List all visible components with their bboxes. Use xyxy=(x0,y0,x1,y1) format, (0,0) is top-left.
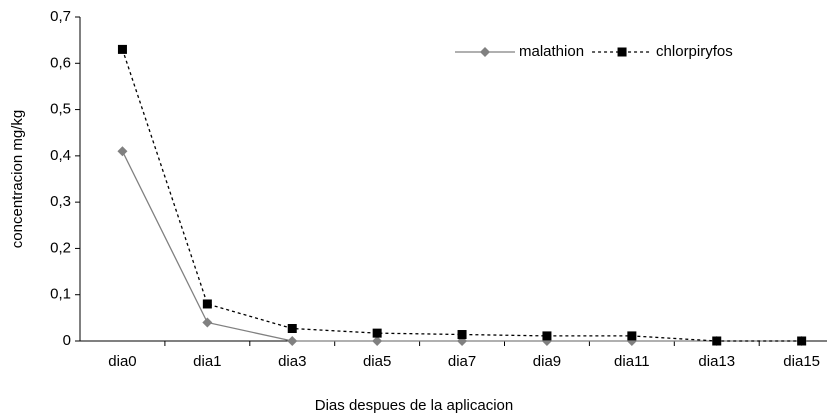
x-tick-label: dia9 xyxy=(533,353,561,370)
x-tick-label: dia1 xyxy=(193,353,221,370)
legend-label: malathion xyxy=(519,43,584,60)
y-axis-label: concentracion mg/kg xyxy=(9,110,26,248)
data-point xyxy=(117,146,128,157)
data-point xyxy=(202,299,212,309)
data-point xyxy=(372,328,382,338)
legend-marker xyxy=(617,47,627,57)
x-tick-label: dia11 xyxy=(614,353,650,370)
y-tick-label: 0,7 xyxy=(50,8,71,25)
x-axis-label: Dias despues de la aplicacion xyxy=(315,397,513,414)
y-tick-label: 0,4 xyxy=(50,147,71,164)
series-line xyxy=(121,49,802,342)
y-tick-label: 0 xyxy=(63,332,71,349)
x-tick-label: dia15 xyxy=(783,353,820,370)
y-tick-label: 0,5 xyxy=(50,101,71,118)
data-point xyxy=(372,336,383,346)
x-tick-label: dia3 xyxy=(278,353,306,370)
y-tick-label: 0,3 xyxy=(50,193,71,210)
y-tick-label: 0,6 xyxy=(50,54,71,71)
x-tick-label: dia5 xyxy=(363,353,391,370)
data-point xyxy=(202,317,213,328)
x-tick-label: dia13 xyxy=(698,353,735,370)
x-tick-label: dia0 xyxy=(108,353,136,370)
data-point xyxy=(287,336,298,346)
series-line xyxy=(121,150,802,342)
data-point xyxy=(712,336,722,346)
y-tick-label: 0,2 xyxy=(50,239,71,256)
data-point xyxy=(457,330,467,340)
y-tick-label: 0,1 xyxy=(50,286,71,303)
data-point xyxy=(117,44,127,54)
x-tick-label: dia7 xyxy=(448,353,476,370)
data-point xyxy=(542,331,552,341)
data-point xyxy=(627,331,637,341)
data-point xyxy=(287,324,297,334)
data-point xyxy=(797,336,807,346)
legend-marker xyxy=(480,47,490,57)
legend-label: chlorpiryfos xyxy=(656,43,733,60)
